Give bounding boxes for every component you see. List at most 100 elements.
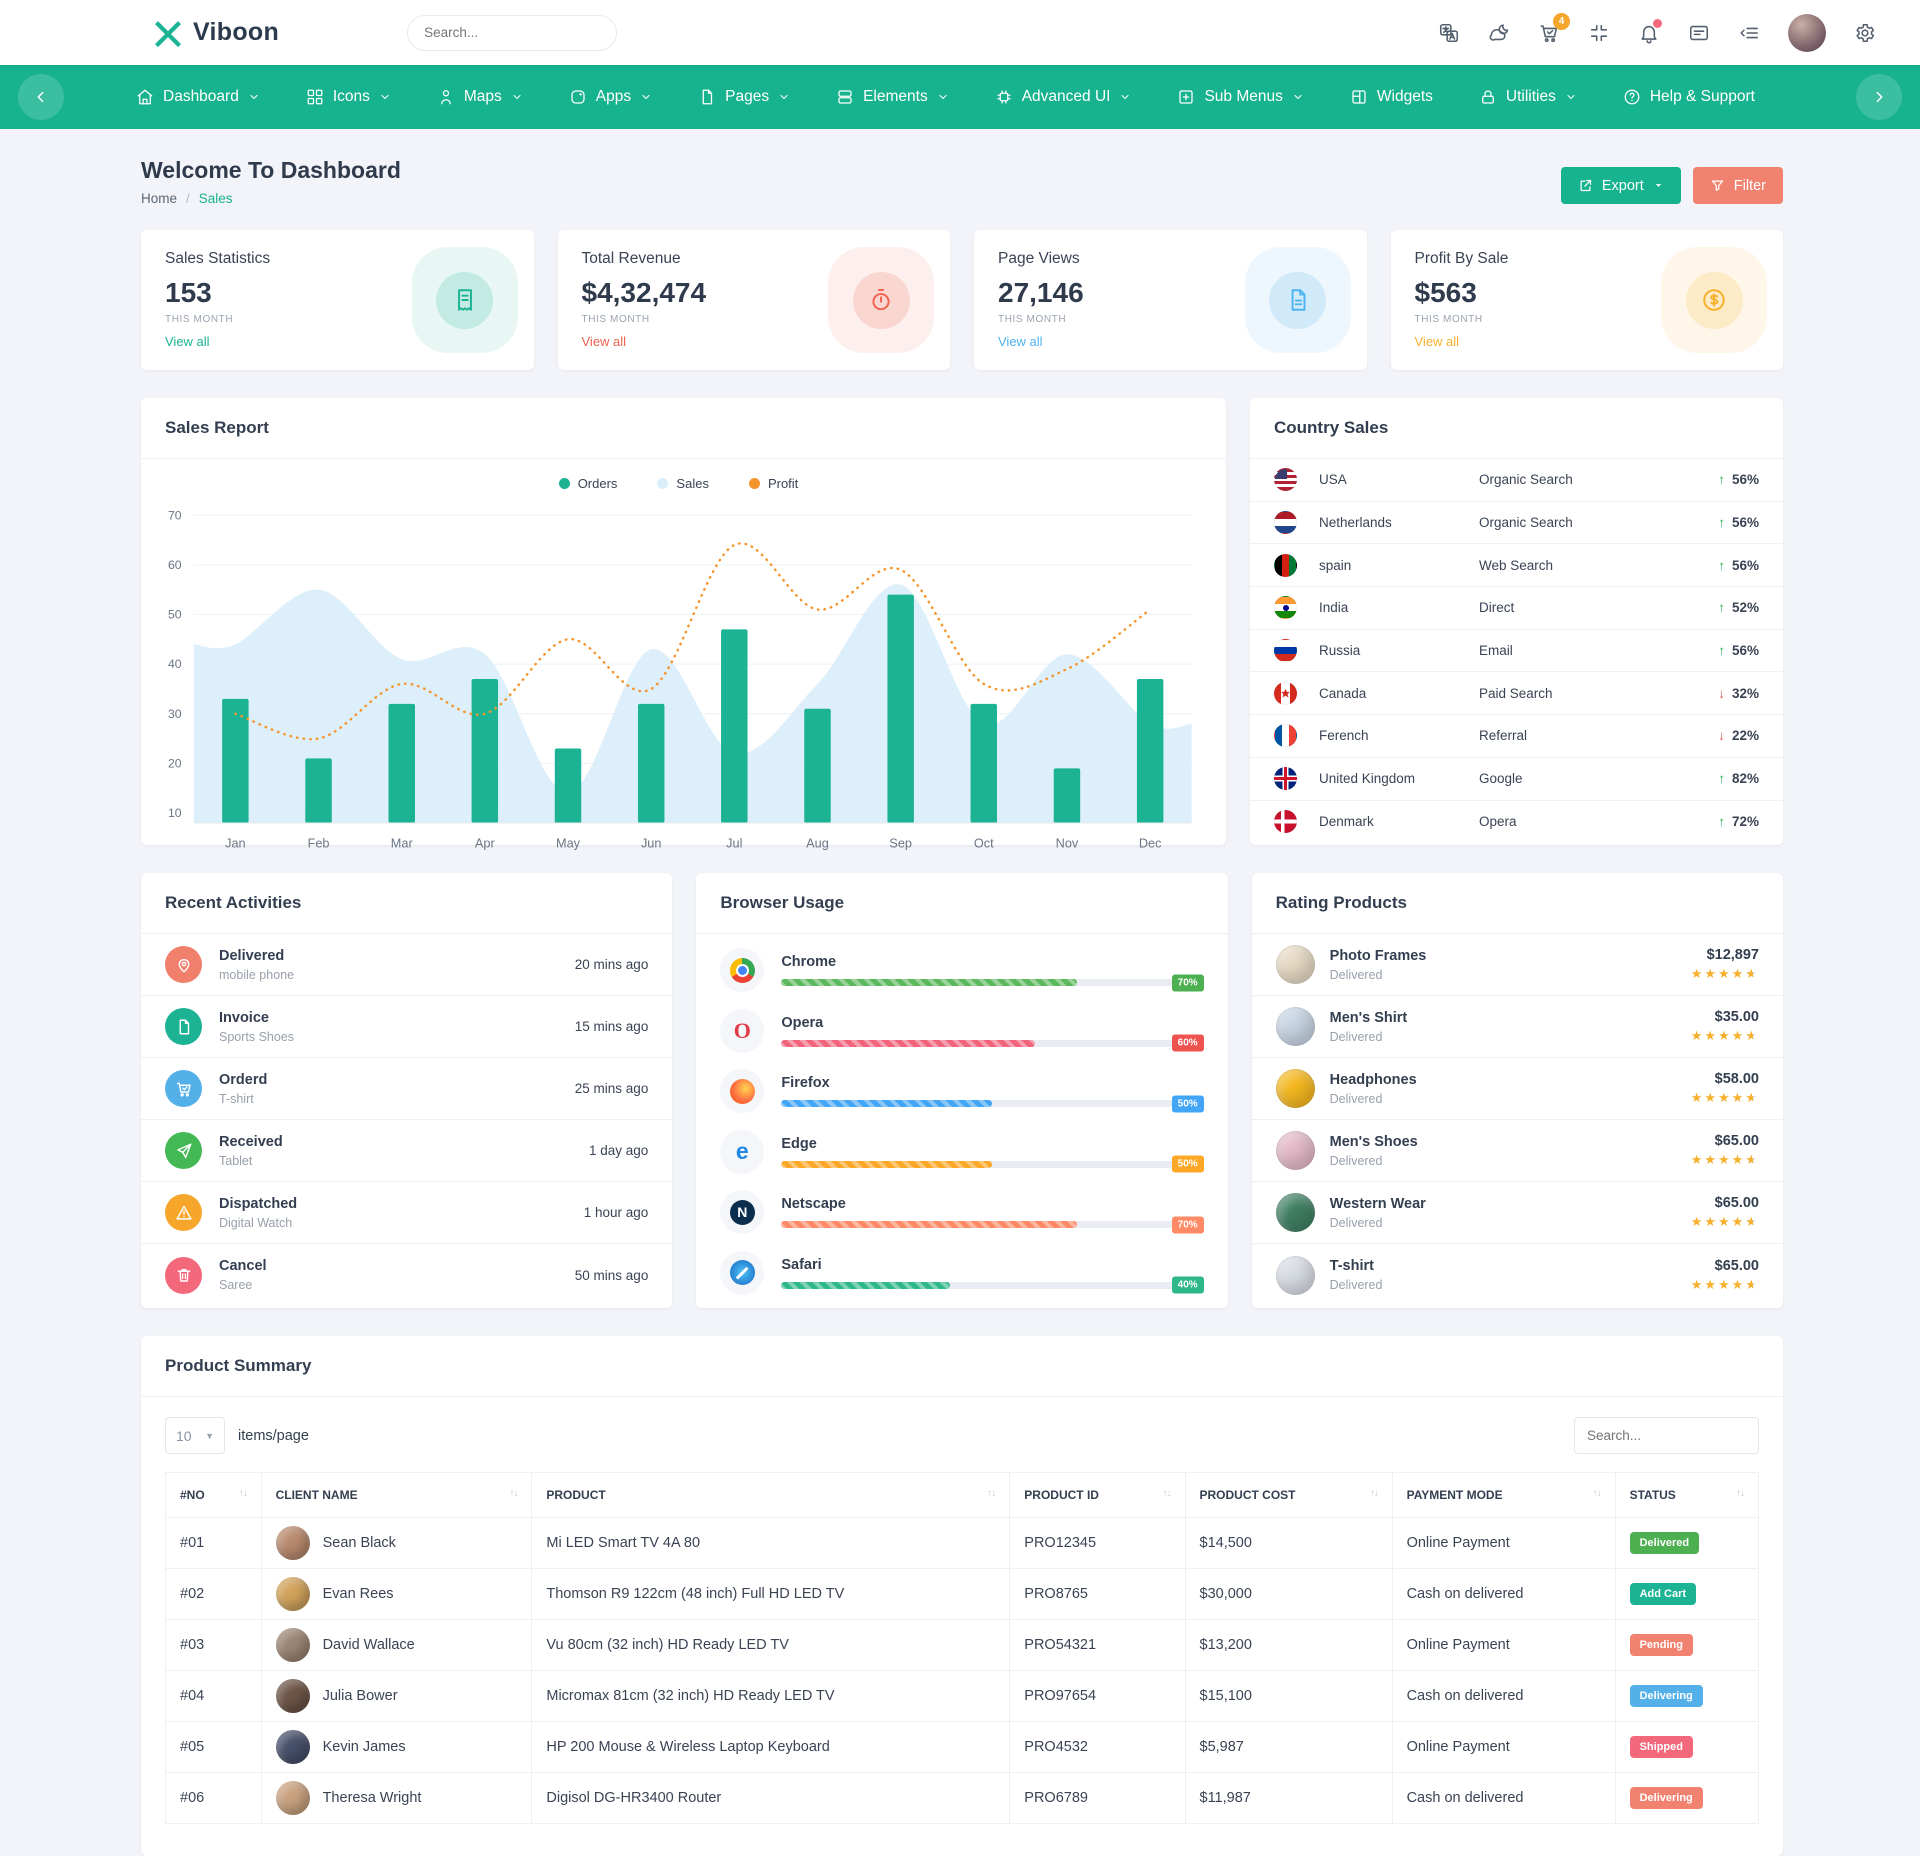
chrome-icon (720, 948, 765, 993)
activity-row-orderd: Orderd T-shirt 25 mins ago (141, 1058, 673, 1120)
star-icon: ★ (1745, 1090, 1759, 1105)
nav-item-maps[interactable]: Maps (437, 88, 523, 106)
status-badge[interactable]: Pending (1629, 1634, 1693, 1656)
stat-card-blob (828, 247, 934, 353)
cart-icon[interactable]: 4 (1538, 12, 1570, 44)
legend-item-orders[interactable]: Orders (558, 476, 617, 491)
nav-item-label: Advanced UI (1021, 88, 1111, 105)
column-label: CLIENT NAME (275, 1488, 358, 1502)
column-header--no[interactable]: #NO ↑↓ (165, 1472, 262, 1518)
view-all-link[interactable]: View all (1414, 334, 1460, 349)
table-search-input[interactable] (1574, 1417, 1759, 1454)
sort-icon[interactable]: ↑↓ (509, 1488, 518, 1499)
filter-button[interactable]: Filter (1692, 167, 1783, 204)
star-rating: ★★★★★ (1691, 1152, 1759, 1168)
view-all-link[interactable]: View all (998, 334, 1043, 349)
messages-icon[interactable] (1688, 22, 1710, 44)
sidebar-toggle-icon[interactable] (1738, 22, 1760, 44)
svg-text:Jun: Jun (641, 835, 662, 850)
stat-card-title: Profit By Sale (1414, 250, 1509, 267)
sort-icon[interactable]: ↑↓ (1162, 1488, 1172, 1499)
legend-item-sales[interactable]: Sales (657, 476, 709, 491)
country-name: Russia (1319, 643, 1361, 659)
column-header-status[interactable]: STATUS ↑↓ (1614, 1472, 1760, 1518)
nav-scroll-right-button[interactable] (1856, 74, 1902, 120)
user-avatar[interactable] (1788, 13, 1826, 52)
star-icon: ★ (1745, 1214, 1759, 1229)
browser-usage-card: Browser Usage Chrome 70% O Opera 60% Firefox 5… (696, 873, 1228, 1308)
alert-icon (165, 1194, 202, 1231)
chevron-down-icon: ▼ (205, 1430, 214, 1441)
nav-item-apps[interactable]: Apps (569, 88, 652, 106)
sort-icon[interactable]: ↑↓ (987, 1488, 996, 1499)
activity-subtitle: T-shirt (219, 1091, 254, 1106)
status-badge[interactable]: Add Cart (1629, 1583, 1697, 1605)
nav-item-sub-menus[interactable]: Sub Menus (1177, 88, 1303, 106)
elements-icon (836, 88, 854, 106)
translate-glyph (1438, 22, 1460, 44)
items-per-page-select[interactable]: 10 ▼ (165, 1417, 225, 1454)
nav-item-utilities[interactable]: Utilities (1479, 88, 1577, 106)
star-icon: ★ (1690, 1028, 1705, 1043)
flag-canada-icon (1274, 681, 1297, 705)
nav-item-label: Maps (463, 88, 502, 105)
client-name: Julia Bower (322, 1688, 398, 1704)
column-header-product-id[interactable]: PRODUCT ID ↑↓ (1009, 1472, 1186, 1518)
country-channel: Referral (1479, 728, 1528, 744)
browser-usage-title: Browser Usage (696, 873, 1228, 934)
svg-text:Feb: Feb (308, 835, 330, 850)
country-name: USA (1319, 472, 1347, 488)
cell-payment: Cash on delivered (1391, 1670, 1616, 1722)
status-badge[interactable]: Delivering (1629, 1787, 1703, 1809)
browser-progress-fill (781, 979, 1077, 987)
client-name: Evan Rees (322, 1586, 394, 1602)
column-header-client-name[interactable]: CLIENT NAME ↑↓ (260, 1472, 533, 1518)
dark-mode-icon[interactable] (1488, 22, 1510, 44)
cell-payment: Online Payment (1391, 1517, 1616, 1569)
nav-item-help-support[interactable]: Help & Support (1623, 88, 1755, 106)
status-badge[interactable]: Delivered (1629, 1532, 1700, 1554)
nav-scroll-left-button[interactable] (18, 74, 64, 120)
stat-card-title: Page Views (998, 250, 1080, 267)
country-row-russia: Russia Email ↑ 56% (1250, 630, 1783, 673)
stat-card-blob (1244, 247, 1351, 353)
sort-icon[interactable]: ↑↓ (1592, 1488, 1602, 1499)
status-badge[interactable]: Shipped (1629, 1736, 1693, 1758)
rating-row-western-wear: Western Wear Delivered $65.00 ★★★★★ (1251, 1182, 1783, 1244)
column-header-product-cost[interactable]: PRODUCT COST ↑↓ (1184, 1472, 1393, 1518)
rating-row-men-s-shirt: Men's Shirt Delivered $35.00 ★★★★★ (1251, 996, 1783, 1058)
legend-item-profit[interactable]: Profit (748, 476, 798, 491)
notifications-icon[interactable] (1638, 18, 1662, 44)
global-search-input[interactable] (422, 24, 604, 41)
breadcrumb-home[interactable]: Home (141, 191, 178, 206)
fullscreen-icon[interactable] (1588, 22, 1610, 44)
sort-icon[interactable]: ↑↓ (238, 1488, 248, 1499)
nav-item-dashboard[interactable]: Dashboard (136, 88, 260, 106)
nav-item-advanced-ui[interactable]: Advanced UI (995, 88, 1132, 106)
nav-item-pages[interactable]: Pages (698, 88, 790, 106)
country-percent-value: 22% (1731, 728, 1759, 744)
legend-dot (558, 478, 570, 489)
nav-item-icons[interactable]: Icons (306, 88, 391, 106)
sort-icon[interactable]: ↑↓ (1736, 1488, 1745, 1499)
column-header-payment-mode[interactable]: PAYMENT MODE ↑↓ (1391, 1472, 1616, 1518)
cell-cost: $15,100 (1184, 1670, 1393, 1722)
column-header-product[interactable]: PRODUCT ↑↓ (531, 1472, 1011, 1518)
country-row-spain: spain Web Search ↑ 56% (1250, 544, 1783, 588)
browser-row-chrome: Chrome 70% (696, 940, 1227, 1001)
nav-item-widgets[interactable]: Widgets (1350, 88, 1433, 106)
stat-card-blob (1661, 247, 1767, 353)
browser-progress-track: 40% (781, 1276, 1204, 1294)
browser-percent-badge: 70% (1171, 974, 1204, 992)
status-badge[interactable]: Delivering (1629, 1685, 1703, 1707)
app-logo[interactable]: Viboon (153, 18, 279, 48)
settings-icon[interactable] (1854, 22, 1876, 44)
cell-cost: $11,987 (1184, 1772, 1393, 1824)
sort-icon[interactable]: ↑↓ (1369, 1488, 1379, 1499)
translate-icon[interactable] (1438, 22, 1460, 44)
nav-item-elements[interactable]: Elements (836, 88, 949, 106)
country-name: Denmark (1319, 814, 1374, 830)
view-all-link[interactable]: View all (581, 334, 627, 349)
view-all-link[interactable]: View all (165, 334, 210, 349)
export-button[interactable]: Export (1560, 167, 1681, 204)
